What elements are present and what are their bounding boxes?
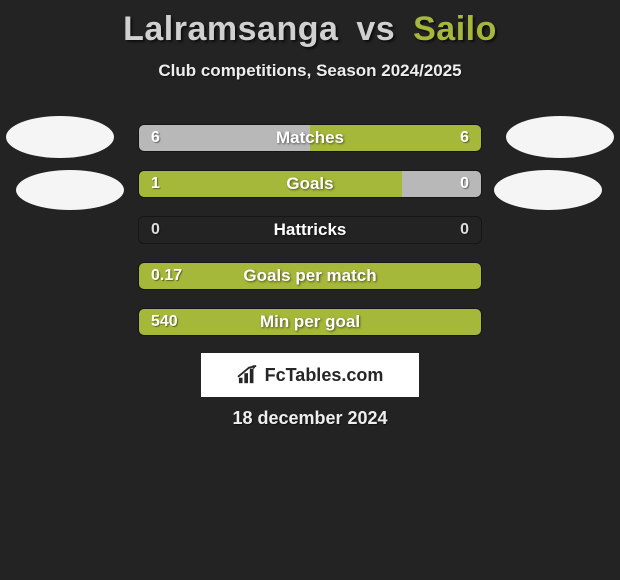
stat-row: 66Matches	[138, 124, 482, 152]
stat-row: 10Goals	[138, 170, 482, 198]
stat-right-seg: 6	[310, 125, 481, 151]
chart-icon	[237, 365, 259, 385]
stat-left-seg: 1	[139, 171, 402, 197]
stats-bars: 66Matches10Goals00Hattricks0.17Goals per…	[138, 124, 482, 354]
logo-text: FcTables.com	[265, 365, 384, 386]
stat-left-seg: 540	[139, 309, 481, 335]
stat-left-value: 540	[139, 313, 190, 331]
player1-avatar-top	[6, 116, 114, 158]
stat-left-seg: 0.17	[139, 263, 481, 289]
stat-right-value: 0	[448, 221, 481, 239]
player2-name: Sailo	[413, 10, 497, 48]
subtitle: Club competitions, Season 2024/2025	[0, 61, 620, 81]
player2-avatar-bottom	[494, 170, 602, 210]
stat-left-value: 6	[139, 129, 172, 147]
stat-right-value: 6	[448, 129, 481, 147]
stat-row: 0.17Goals per match	[138, 262, 482, 290]
stat-row: 540Min per goal	[138, 308, 482, 336]
player2-avatar-top	[506, 116, 614, 158]
stat-right-value: 0	[448, 175, 481, 193]
title-vs: vs	[356, 10, 395, 48]
stat-right-seg: 0	[310, 217, 481, 243]
stat-left-value: 0	[139, 221, 172, 239]
player1-avatar-bottom	[16, 170, 124, 210]
stat-left-value: 0.17	[139, 267, 194, 285]
stat-left-value: 1	[139, 175, 172, 193]
logo-box: FcTables.com	[201, 353, 419, 397]
stat-left-seg: 6	[139, 125, 310, 151]
stat-right-seg: 0	[402, 171, 481, 197]
date-label: 18 december 2024	[0, 408, 620, 429]
stat-row: 00Hattricks	[138, 216, 482, 244]
page-title: Lalramsanga vs Sailo	[0, 0, 620, 49]
stat-left-seg: 0	[139, 217, 310, 243]
player1-name: Lalramsanga	[123, 10, 338, 48]
